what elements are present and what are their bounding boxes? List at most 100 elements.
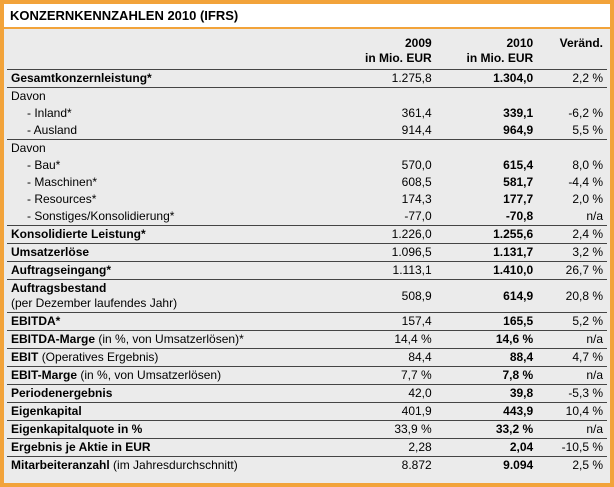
label-cell: EBIT-Marge (in %, von Umsatzerlösen) — [7, 366, 335, 385]
title: KONZERNKENNZAHLEN 2010 (IFRS) — [4, 4, 610, 29]
value-cell: 401,9 — [334, 402, 436, 421]
label-note: (in %, von Umsatzerlösen) — [80, 368, 222, 382]
value-cell: 177,7 — [436, 191, 537, 208]
group-text: Davon — [11, 141, 46, 155]
label: EBITDA* — [11, 314, 61, 328]
value: 1.255,6 — [493, 227, 534, 241]
header-text: Veränd. — [559, 36, 603, 50]
value-cell: 20,8 % — [537, 279, 607, 313]
label-cell: EBITDA-Marge (in %, von Umsatzerlösen)* — [7, 330, 335, 349]
value: 1.410,0 — [493, 263, 534, 277]
row: - Sonstiges/Konsolidierung* -77,0 -70,8 n/a — [7, 208, 607, 226]
value-cell: 2,4 % — [537, 225, 607, 244]
label: - Inland* — [27, 106, 72, 120]
value-cell: 608,5 — [334, 174, 435, 191]
value-cell: -4,4 % — [537, 174, 607, 191]
value-cell: 2,2 % — [537, 69, 607, 88]
value-cell: 1.410,0 — [435, 261, 538, 280]
value: 570,0 — [401, 158, 432, 172]
row: EBITDA-Marge (in %, von Umsatzerlösen)* 1… — [7, 330, 607, 349]
value-cell: 581,7 — [436, 174, 537, 191]
value-cell: 5,5 % — [537, 122, 607, 140]
label: Eigenkapitalquote in % — [11, 422, 143, 436]
value: 443,9 — [503, 404, 534, 418]
label-cell: Konsolidierte Leistung* — [7, 225, 335, 244]
value: 84,4 — [408, 350, 432, 364]
value-cell: 1.096,5 — [334, 243, 436, 262]
value: -5,3 % — [568, 386, 603, 400]
row: Eigenkapital 401,9 443,9 10,4 % — [7, 402, 607, 421]
value: 10,4 % — [565, 404, 603, 418]
value: 33,2 % — [495, 422, 534, 436]
value-cell: -77,0 — [334, 208, 435, 226]
label: Auftragsbestand — [11, 281, 107, 295]
value: 1.096,5 — [391, 245, 432, 259]
value: n/a — [586, 368, 603, 382]
group-row: Davon — [7, 139, 607, 157]
label-note: (per Dezember laufendes Jahr) — [11, 296, 178, 310]
label: Eigenkapital — [11, 404, 82, 418]
value-cell: 39,8 — [435, 384, 538, 403]
label-cell: Mitarbeiteranzahl (im Jahresdurchschnitt… — [7, 456, 335, 474]
label-note: (Operatives Ergebnis) — [41, 350, 159, 364]
value: 14,4 % — [394, 332, 432, 346]
value-cell: 8,0 % — [537, 157, 607, 174]
value: 39,8 — [509, 386, 534, 400]
header-text: in Mio. EUR — [466, 51, 534, 65]
value: 2,5 % — [572, 458, 603, 472]
value: 614,9 — [503, 289, 534, 303]
header-text: in Mio. EUR — [365, 51, 432, 65]
value: 1.275,8 — [391, 71, 432, 85]
value-cell: 33,2 % — [435, 420, 538, 439]
value: n/a — [586, 422, 603, 436]
value: 1.304,0 — [493, 71, 534, 85]
label: Ergebnis je Aktie in EUR — [11, 440, 151, 454]
label: - Ausland — [27, 123, 78, 137]
value-cell: 1.255,6 — [435, 225, 538, 244]
value-cell: 1.304,0 — [435, 69, 538, 88]
value-cell: 88,4 — [435, 348, 538, 367]
value-cell: -10,5 % — [537, 438, 607, 457]
row: Gesamtkonzernleistung* 1.275,8 1.304,0 2,2 … — [7, 69, 607, 88]
header-cell: Veränd. — [537, 29, 607, 70]
value: 1.131,7 — [493, 245, 534, 259]
label-cell: - Resources* — [7, 191, 334, 208]
table: 2009 in Mio. EUR 2010 in Mio. EUR Veränd. Ges… — [7, 29, 607, 474]
header-cell — [7, 29, 334, 70]
label-cell: EBITDA* — [7, 312, 335, 331]
value-cell: 443,9 — [435, 402, 538, 421]
row: EBITDA* 157,4 165,5 5,2 % — [7, 312, 607, 331]
label: EBIT-Marge — [11, 368, 78, 382]
value-cell: 14,6 % — [435, 330, 538, 349]
value: n/a — [586, 209, 603, 223]
value: 1.226,0 — [391, 227, 432, 241]
value-cell: 7,8 % — [435, 366, 538, 385]
value: 2,28 — [408, 440, 432, 454]
value-cell: 174,3 — [334, 191, 435, 208]
value-cell: -6,2 % — [537, 105, 607, 122]
value-cell: 2,5 % — [537, 456, 607, 474]
value: 3,2 % — [572, 245, 603, 259]
label: Konsolidierte Leistung* — [11, 227, 146, 241]
value: 615,4 — [503, 158, 534, 172]
label: EBIT — [11, 350, 39, 364]
value: 88,4 — [509, 350, 534, 364]
label-note: (im Jahresdurchschnitt) — [113, 458, 238, 472]
value: -77,0 — [404, 209, 432, 223]
value-cell: 1.226,0 — [334, 225, 436, 244]
value-cell: 615,4 — [436, 157, 537, 174]
value: 165,5 — [503, 314, 534, 328]
label-cell: Eigenkapital — [7, 402, 335, 421]
value-cell: -70,8 — [436, 208, 537, 226]
row: Mitarbeiteranzahl (im Jahresdurchschnitt… — [7, 456, 607, 474]
label-cell: EBIT (Operatives Ergebnis) — [7, 348, 335, 367]
value-cell: 1.113,1 — [334, 261, 436, 280]
label: Mitarbeiteranzahl — [11, 458, 110, 472]
value: 5,5 % — [572, 123, 603, 137]
value-cell: 9.094 — [435, 456, 538, 474]
value: 9.094 — [503, 458, 534, 472]
value-cell: 157,4 — [334, 312, 436, 331]
label-cell: Umsatzerlöse — [7, 243, 335, 262]
label-cell: - Sonstiges/Konsolidierung* — [7, 208, 334, 226]
